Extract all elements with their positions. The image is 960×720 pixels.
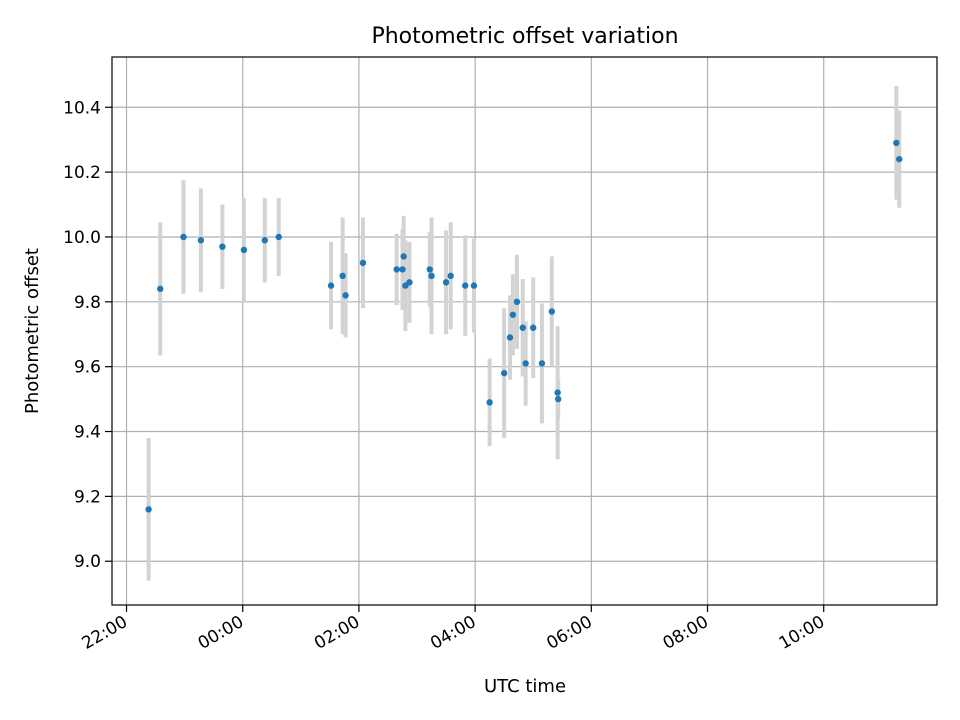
data-point: [428, 272, 435, 280]
data-point: [896, 155, 903, 163]
data-point: [327, 282, 335, 289]
data-point: [261, 237, 268, 244]
x-tick-label: 06:00: [543, 612, 595, 654]
x-axis-ticks: 22:00 00:00 02:00 04:00 06:00 08:00 10:00: [79, 605, 828, 654]
data-point: [548, 308, 556, 315]
data-point: [180, 233, 187, 241]
data-point: [486, 399, 493, 406]
data-point: [342, 292, 349, 299]
data-point: [393, 266, 400, 273]
data-point: [530, 324, 537, 331]
data-point: [522, 360, 529, 367]
y-tick-label: 10.2: [63, 163, 101, 183]
y-tick-label: 9.4: [74, 423, 101, 443]
y-axis-ticks: 9.0 9.2 9.4 9.6 9.8 10.0 10.2 10.4: [63, 98, 112, 572]
data-point: [509, 311, 517, 318]
data-point: [400, 253, 407, 260]
data-point: [240, 246, 248, 254]
data-point: [406, 279, 413, 286]
data-point: [399, 266, 406, 273]
data-point: [157, 285, 164, 293]
chart-title: Photometric offset variation: [371, 24, 678, 49]
data-point: [447, 272, 454, 280]
x-tick-label: 08:00: [660, 612, 712, 654]
data-point: [554, 389, 561, 396]
x-tick-label: 04:00: [427, 612, 479, 654]
data-point: [197, 237, 205, 244]
data-point: [145, 506, 152, 513]
y-tick-label: 10.0: [63, 228, 101, 248]
data-point: [462, 282, 469, 289]
x-axis-label: UTC time: [484, 676, 566, 697]
data-point: [442, 279, 450, 286]
data-point: [470, 282, 478, 289]
data-point: [426, 266, 433, 273]
data-point: [506, 334, 514, 341]
x-tick-label: 00:00: [195, 612, 247, 654]
data-point: [359, 259, 367, 267]
y-tick-label: 10.4: [63, 98, 101, 118]
data-point: [893, 139, 900, 147]
x-tick-label: 02:00: [311, 612, 363, 654]
data-point: [275, 233, 282, 241]
x-tick-label: 22:00: [79, 612, 131, 654]
plot-area-frame: [111, 56, 938, 606]
y-tick-label: 9.2: [74, 487, 101, 507]
data-points: [145, 139, 903, 513]
data-point: [538, 360, 546, 367]
y-tick-label: 9.6: [74, 358, 101, 378]
data-point: [519, 324, 526, 331]
data-point: [513, 298, 521, 306]
data-point: [219, 243, 226, 250]
error-bars: [146, 86, 902, 581]
y-tick-label: 9.0: [74, 552, 101, 572]
grid-lines: [112, 57, 937, 605]
y-axis-label: Photometric offset: [22, 248, 43, 414]
x-tick-label: 10:00: [776, 612, 828, 654]
data-point: [554, 395, 562, 403]
y-tick-label: 9.8: [74, 293, 101, 313]
data-point: [500, 369, 508, 377]
data-point: [339, 272, 346, 280]
